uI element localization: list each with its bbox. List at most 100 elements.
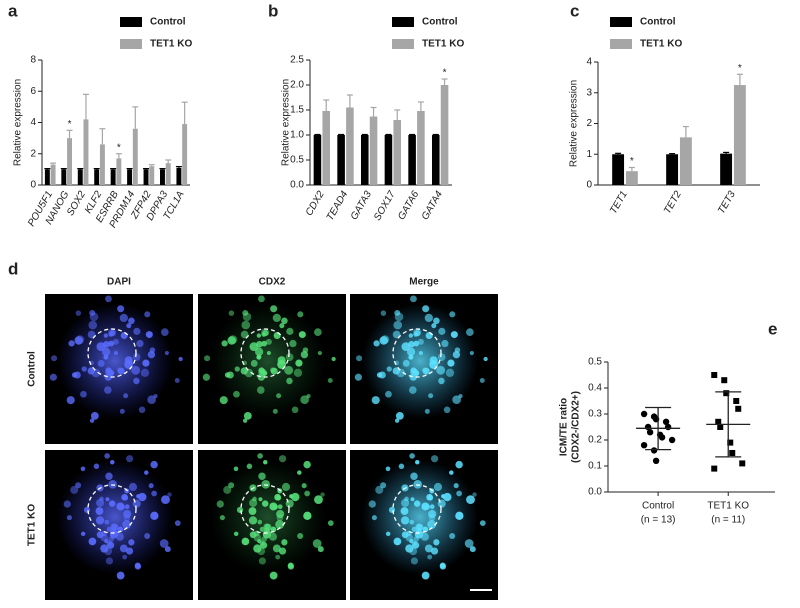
nucleus [243, 411, 252, 420]
y-tick-label: 0.3 [588, 409, 602, 420]
nucleus [161, 495, 170, 505]
nucleus [132, 353, 141, 361]
row-label: Control [27, 351, 38, 387]
nucleus [260, 541, 268, 549]
nucleus [452, 350, 461, 359]
x-tick-label: TET3 [716, 189, 738, 216]
nucleus [438, 377, 445, 385]
nucleus [394, 309, 401, 316]
y-tick-label: 3 [586, 87, 592, 98]
nucleus [297, 470, 302, 475]
nucleus [413, 480, 423, 489]
legend-label: Control [640, 17, 676, 28]
nucleus [174, 520, 181, 526]
nucleus [228, 310, 235, 316]
bar [360, 135, 369, 185]
nucleus [281, 482, 291, 492]
nucleus [148, 483, 154, 489]
nucleus [422, 367, 430, 375]
nucleus [119, 313, 128, 323]
nucleus [421, 367, 428, 373]
data-point [668, 436, 676, 444]
nucleus [424, 313, 433, 323]
nucleus [131, 365, 141, 375]
nucleus [409, 453, 415, 459]
nucleus [124, 504, 130, 510]
nucleus [406, 347, 416, 356]
bar [94, 169, 100, 185]
y-tick-label: 0.0 [588, 487, 602, 498]
nucleus [441, 339, 449, 348]
nucleus [258, 557, 267, 565]
nucleus [120, 331, 128, 340]
nucleus [439, 562, 446, 569]
nucleus [83, 506, 91, 514]
nucleus [164, 350, 169, 356]
nucleus [285, 499, 294, 508]
nucleus [246, 463, 253, 470]
nucleus [275, 554, 281, 560]
bar [431, 135, 440, 185]
nucleus [104, 519, 110, 525]
embryo-glow [210, 303, 326, 419]
nucleus [90, 411, 99, 420]
nucleus [431, 359, 436, 364]
x-tick-label: GATA6 [396, 189, 421, 222]
legend-swatch [120, 39, 142, 49]
nucleus [75, 482, 82, 489]
nucleus [138, 492, 147, 502]
nucleus [108, 500, 116, 507]
nucleus [275, 520, 285, 529]
data-point [727, 439, 734, 446]
nucleus [327, 520, 334, 526]
nucleus [68, 340, 75, 347]
nucleus [469, 546, 476, 553]
nucleus [63, 500, 71, 508]
nucleus [104, 373, 112, 381]
icm-outline [87, 328, 137, 378]
y-tick-label: 0 [586, 180, 592, 191]
nucleus [248, 507, 257, 515]
nucleus [447, 359, 455, 367]
nucleus [453, 483, 459, 489]
nucleus [270, 526, 277, 533]
nucleus [257, 547, 266, 556]
nucleus [125, 547, 134, 555]
nucleus [240, 367, 248, 375]
nucleus [408, 333, 414, 338]
nucleus [89, 418, 95, 423]
panel-label: c [570, 1, 579, 20]
nucleus [259, 526, 265, 532]
data-point [723, 390, 730, 397]
nucleus [51, 355, 58, 362]
nucleus [100, 544, 109, 553]
y-tick-label: 0.1 [588, 461, 602, 472]
significance-mark: * [738, 63, 742, 74]
nucleus [445, 368, 455, 377]
nucleus [300, 395, 309, 405]
nucleus [428, 514, 436, 522]
nucleus [80, 390, 87, 398]
nucleus [257, 453, 263, 459]
nucleus [297, 532, 304, 540]
x-tick-label: Control [642, 501, 674, 512]
bar [679, 137, 692, 185]
x-tick-label: GATA3 [349, 189, 374, 222]
legend-swatch [392, 39, 414, 49]
nucleus [276, 514, 284, 522]
nucleus [144, 532, 151, 540]
nucleus [111, 523, 119, 531]
nucleus [204, 355, 211, 362]
y-tick-label: 0.5 [290, 155, 304, 166]
y-tick-label: 8 [30, 55, 36, 66]
nucleus [415, 459, 420, 465]
legend-label: TET1 KO [150, 39, 192, 50]
bar [160, 169, 165, 185]
nucleus [95, 507, 104, 515]
nucleus [202, 373, 210, 381]
bar [99, 144, 105, 185]
nucleus [97, 359, 105, 367]
nucleus [112, 338, 119, 345]
nucleus [479, 520, 486, 526]
